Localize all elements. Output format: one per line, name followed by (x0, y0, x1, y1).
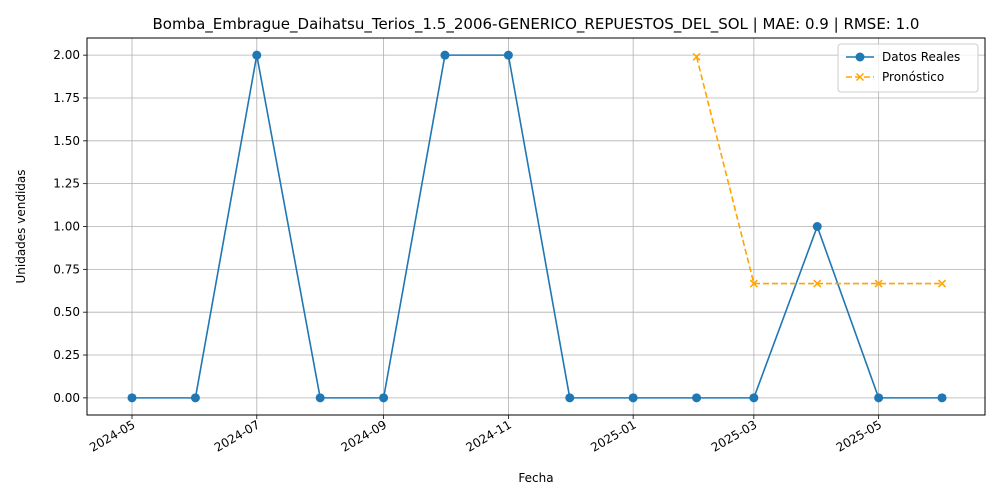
y-tick-label: 1.75 (53, 91, 80, 105)
x-tick-label: 2024-09 (339, 417, 389, 454)
forecast-point (692, 52, 701, 61)
data-point (692, 393, 702, 403)
data-point (565, 393, 575, 403)
x-tick-label: 2024-11 (463, 417, 513, 454)
data-point (874, 393, 884, 403)
series-line-0 (132, 54, 943, 399)
chart-title: Bomba_Embrague_Daihatsu_Terios_1.5_2006-… (153, 15, 920, 34)
grid-lines (87, 38, 985, 415)
x-axis-ticks: 2024-05 2024-07 2024-09 2024-11 2025-01 2025-… (87, 415, 884, 455)
legend-marker (855, 72, 865, 82)
data-point (379, 393, 389, 403)
data-point (628, 393, 638, 403)
y-axis-label: Unidades vendidas (14, 169, 28, 283)
forecast-point (813, 279, 822, 288)
legend: Datos Reales Pronóstico (837, 43, 979, 93)
data-point (812, 222, 822, 231)
data-point (127, 393, 137, 403)
data-point (749, 393, 759, 403)
legend-label: Pronóstico (882, 70, 944, 84)
y-tick-label: 2.00 (53, 48, 80, 62)
forecast-point (874, 279, 883, 288)
x-axis-label: Fecha (518, 471, 553, 485)
y-tick-label: 0.50 (53, 305, 80, 319)
x-tick-label: 2025-05 (834, 417, 884, 454)
y-tick-label: 0.00 (53, 391, 80, 405)
data-point (440, 50, 450, 60)
forecast-point (749, 279, 758, 288)
y-tick-label: 1.00 (53, 220, 80, 234)
x-tick-label: 2024-07 (212, 417, 262, 454)
x-tick-label: 2025-03 (709, 417, 759, 454)
legend-marker (855, 52, 865, 62)
data-point (503, 50, 513, 60)
legend-frame (837, 43, 979, 93)
data-point (315, 393, 325, 403)
y-tick-label: 0.25 (53, 348, 80, 362)
x-tick-label: 2024-05 (87, 417, 137, 454)
legend-label: Datos Reales (882, 50, 960, 64)
data-point (190, 393, 200, 403)
y-axis-ticks: 0.00 0.25 0.50 0.75 1.00 1.25 1.50 1.75 2.00 (53, 48, 87, 405)
data-point (252, 50, 262, 60)
y-tick-label: 1.50 (53, 134, 80, 148)
data-point (937, 393, 947, 403)
y-tick-label: 0.75 (53, 262, 80, 276)
y-tick-label: 1.25 (53, 177, 80, 191)
x-tick-label: 2025-01 (588, 417, 638, 454)
series-layer (127, 50, 947, 403)
forecast-point (938, 279, 947, 288)
